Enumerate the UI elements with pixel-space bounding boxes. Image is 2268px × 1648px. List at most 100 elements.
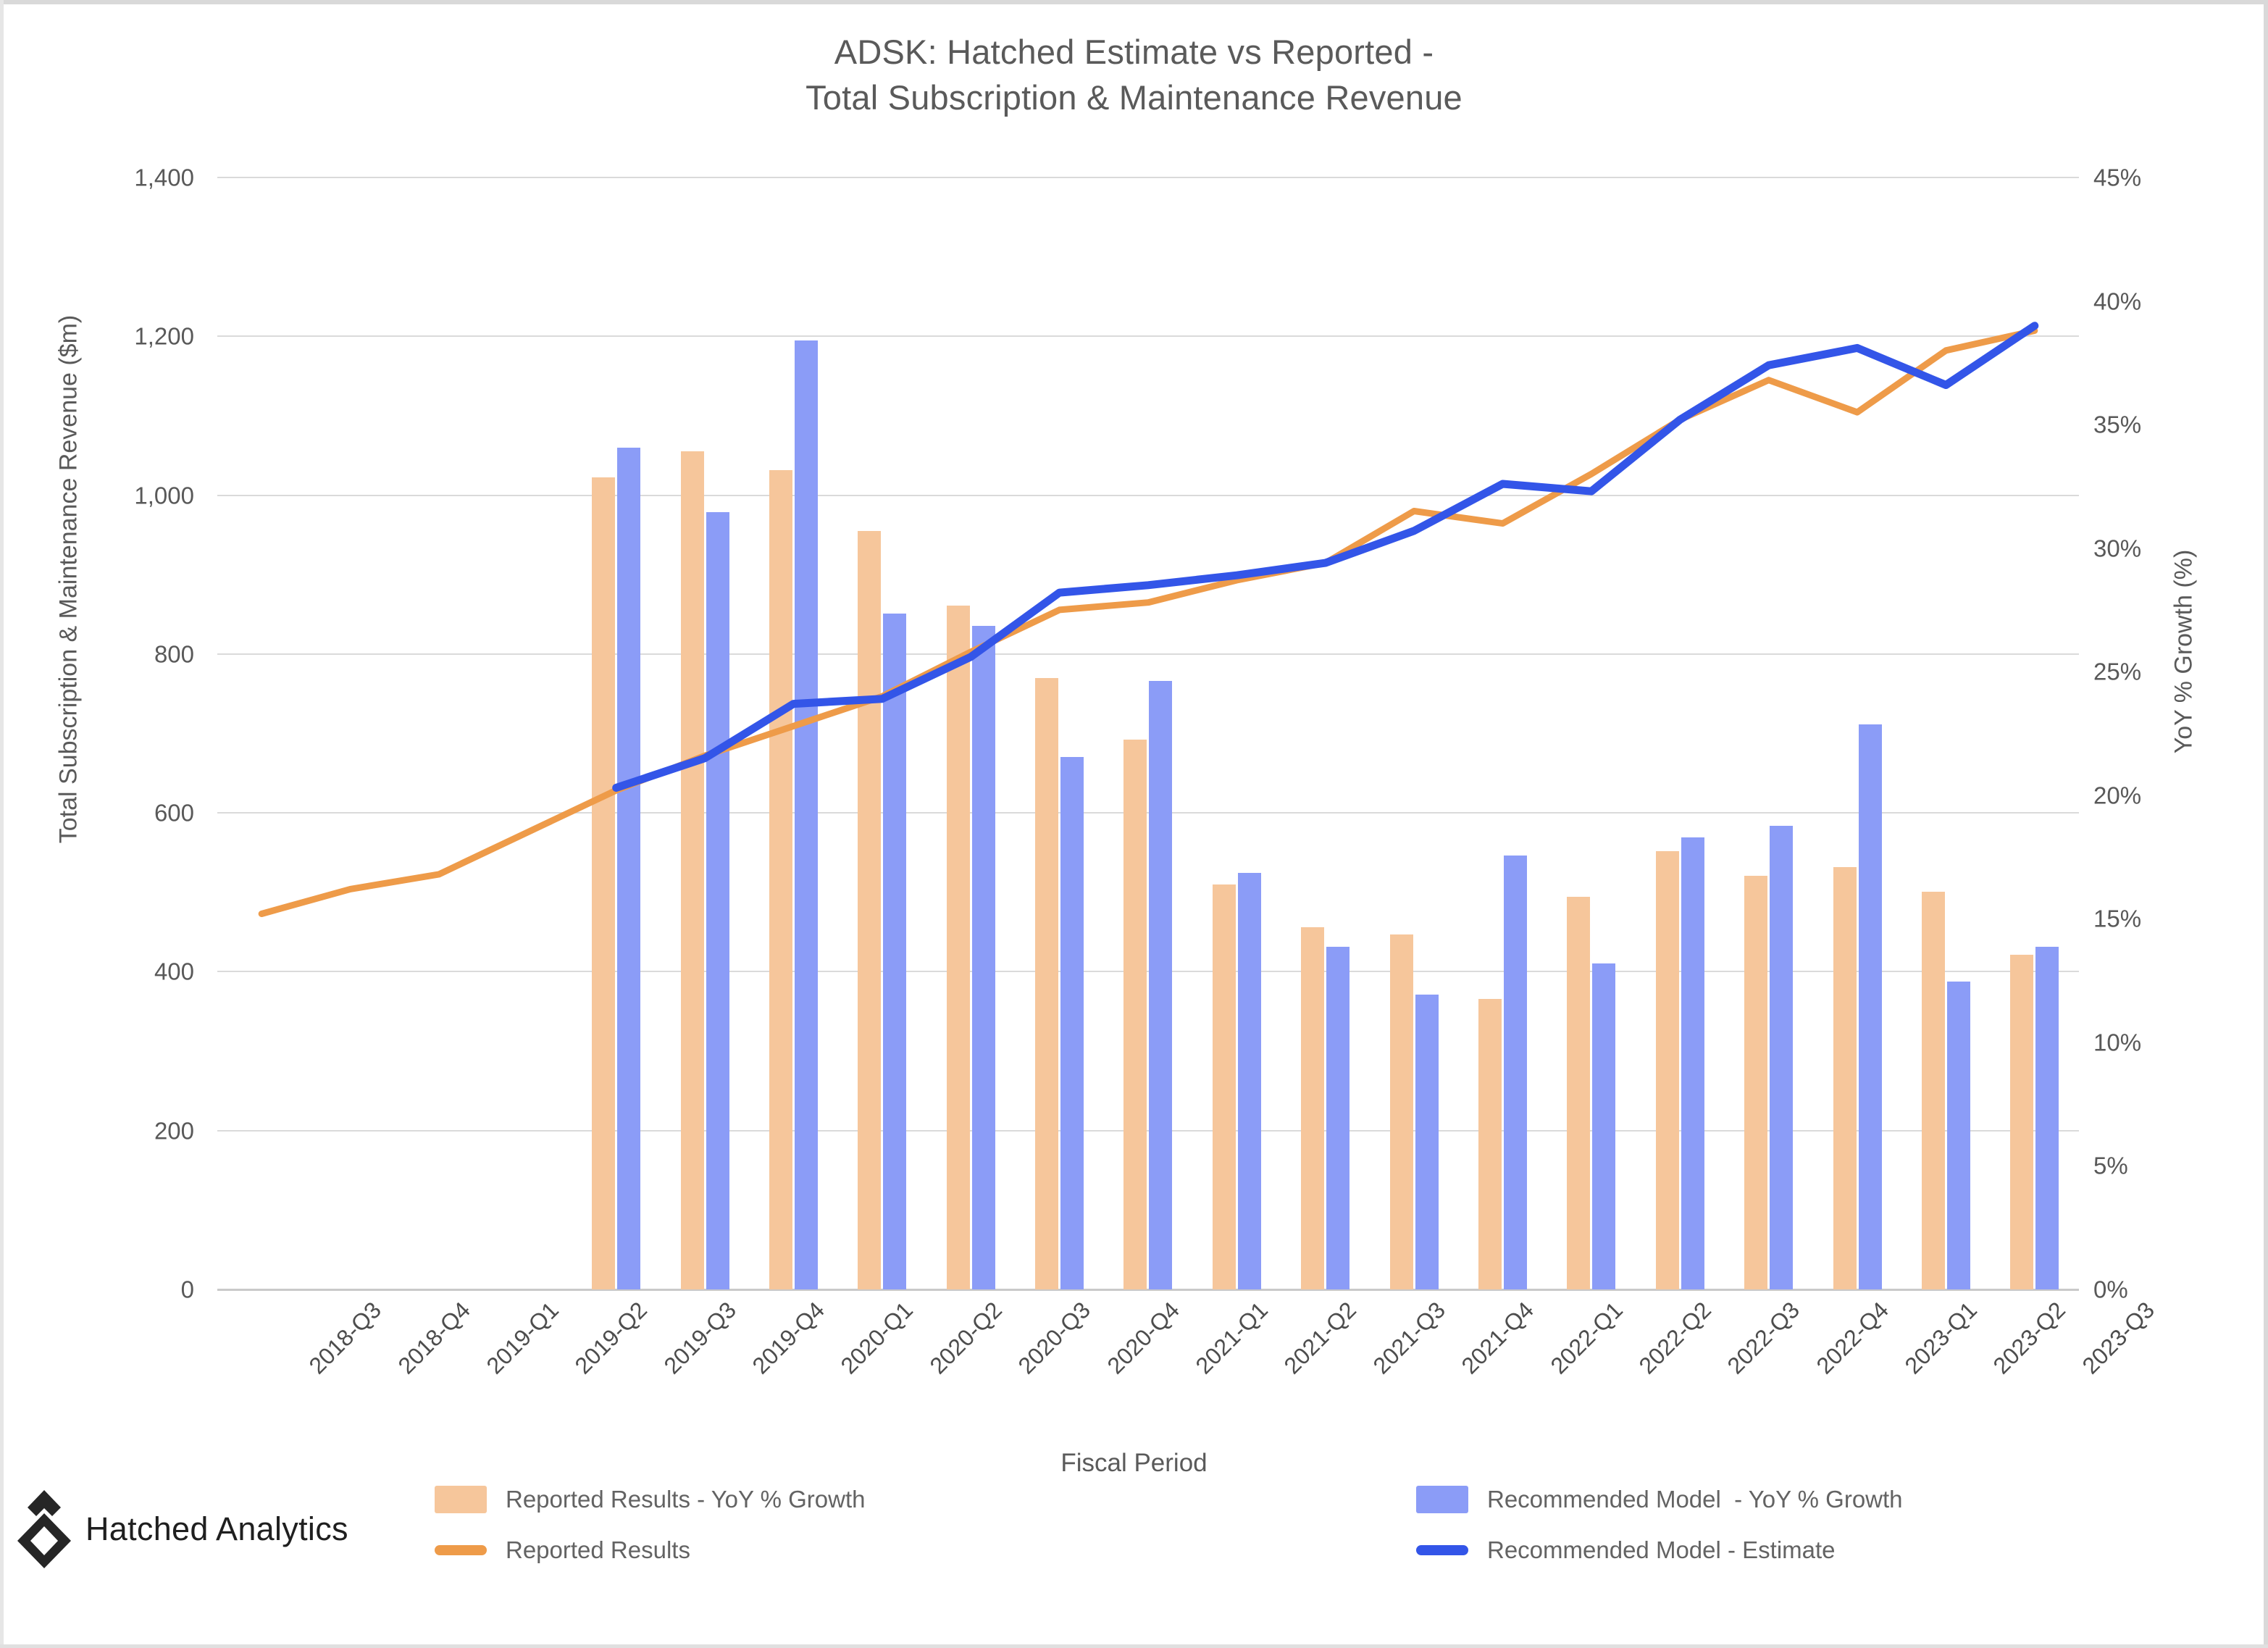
gridline	[217, 971, 2079, 973]
y-axis-right-tick-label: 5%	[2093, 1152, 2128, 1179]
x-axis-tick-label: 2018-Q4	[393, 1297, 475, 1379]
bar-group	[926, 177, 1015, 1289]
bar-recommended-model[interactable]	[617, 447, 641, 1289]
x-axis-title: Fiscal Period	[1060, 1449, 1208, 1477]
bar-reported-results[interactable]	[1389, 934, 1413, 1289]
bar-reported-results[interactable]	[1921, 891, 1945, 1289]
bar-reported-results[interactable]	[946, 605, 970, 1289]
x-axis-ticks: 2018-Q3 2018-Q4 2019-Q1 2019-Q2 2019-Q3 2019-…	[217, 1297, 2159, 1442]
bar-reported-results[interactable]	[1833, 866, 1857, 1289]
y-axis-left-tick-label: 600	[154, 799, 194, 827]
bar-reported-results[interactable]	[769, 469, 792, 1289]
bar-recommended-model[interactable]	[794, 340, 818, 1289]
x-axis-tick-label: 2020-Q4	[1102, 1297, 1184, 1379]
bar-recommended-model[interactable]	[971, 626, 995, 1289]
bar-reported-results[interactable]	[1744, 875, 1768, 1289]
x-axis-tick-label: 2020-Q3	[1013, 1297, 1096, 1379]
gridline	[217, 653, 2079, 655]
gridline	[217, 1289, 2079, 1291]
legend-item-model-bars[interactable]: Recommended Model - YoY % Growth	[1416, 1478, 1903, 1521]
bar-reported-results[interactable]	[2010, 955, 2034, 1289]
legend-column-right: Recommended Model - YoY % Growth Recomme…	[1416, 1478, 1903, 1579]
x-axis-tick-label: 2020-Q1	[835, 1297, 919, 1379]
chart-legend: Reported Results - YoY % Growth Reported…	[0, 1478, 2268, 1615]
legend-swatch-model-bars	[1416, 1486, 1468, 1513]
bar-recommended-model[interactable]	[1504, 856, 1528, 1289]
hatched-diamond-logo-icon	[17, 1490, 71, 1568]
x-axis-tick-label: 2021-Q1	[1190, 1297, 1273, 1379]
bar-reported-results[interactable]	[1301, 927, 1325, 1289]
legend-label-model-bars: Recommended Model - YoY % Growth	[1487, 1486, 1903, 1513]
bar-group	[661, 177, 749, 1289]
bar-recommended-model[interactable]	[1237, 873, 1261, 1289]
y-axis-right-tick-label: 20%	[2093, 782, 2142, 809]
x-axis-tick-label: 2021-Q2	[1279, 1297, 1362, 1379]
x-axis-tick-label: 2022-Q1	[1544, 1297, 1628, 1379]
line-reported-results	[258, 327, 2038, 917]
bar-recommended-model[interactable]	[883, 613, 907, 1289]
bar-reported-results[interactable]	[592, 477, 616, 1289]
bar-recommended-model[interactable]	[1149, 681, 1173, 1289]
legend-label-reported-line: Reported Results	[506, 1536, 690, 1563]
y-axis-left-ticks: 0 200 400 600 800 1,000 1,200 1,400	[0, 166, 210, 1302]
y-axis-left-tick-label: 1,000	[134, 482, 194, 509]
bar-group	[1813, 177, 1901, 1289]
x-axis-tick-label: 2019-Q1	[481, 1297, 564, 1379]
bar-recommended-model[interactable]	[1770, 825, 1794, 1289]
bar-recommended-model[interactable]	[1858, 724, 1882, 1289]
y-axis-right-ticks: 0% 5% 10% 15% 20% 25% 30% 35% 40% 45%	[2093, 166, 2267, 1302]
bar-recommended-model[interactable]	[2035, 947, 2059, 1289]
legend-swatch-model-line	[1416, 1545, 1468, 1555]
y-axis-right-tick-label: 15%	[2093, 905, 2142, 932]
bar-group	[749, 177, 837, 1289]
bar-recommended-model[interactable]	[1326, 947, 1350, 1289]
gridline	[217, 177, 2079, 178]
chart-title-line-2: Total Subscription & Maintenance Revenue	[805, 78, 1463, 117]
bar-recommended-model[interactable]	[1060, 757, 1084, 1289]
bar-recommended-model[interactable]	[1681, 837, 1704, 1289]
legend-item-reported-bars[interactable]: Reported Results - YoY % Growth	[435, 1478, 865, 1521]
x-axis-tick-label: 2019-Q3	[658, 1297, 741, 1379]
bar-reported-results[interactable]	[1035, 677, 1059, 1289]
y-axis-left-tick-label: 0	[180, 1276, 194, 1303]
bar-reported-results[interactable]	[1123, 740, 1147, 1289]
bar-group	[1547, 177, 1636, 1289]
bar-group	[1104, 177, 1192, 1289]
bar-recommended-model[interactable]	[1946, 981, 1970, 1289]
bar-reported-results[interactable]	[1655, 850, 1679, 1289]
x-axis-tick-label: 2023-Q2	[1988, 1297, 2071, 1379]
window-frame-right	[2264, 0, 2268, 1648]
bar-group	[1015, 177, 1103, 1289]
y-axis-right-tick-label: 40%	[2093, 288, 2142, 315]
y-axis-left-tick-label: 800	[154, 640, 194, 668]
x-axis-tick-label: 2020-Q2	[924, 1297, 1007, 1379]
bar-reported-results[interactable]	[858, 530, 882, 1289]
bar-reported-results[interactable]	[1478, 998, 1502, 1289]
y-axis-right-tick-label: 25%	[2093, 658, 2142, 685]
y-axis-right-tick-label: 30%	[2093, 535, 2142, 562]
bar-reported-results[interactable]	[1567, 897, 1591, 1289]
legend-item-reported-line[interactable]: Reported Results	[435, 1528, 865, 1572]
bar-group	[1901, 177, 1990, 1289]
gridline	[217, 494, 2079, 496]
legend-item-model-line[interactable]: Recommended Model - Estimate	[1416, 1528, 1903, 1572]
bar-reported-results[interactable]	[1212, 884, 1236, 1289]
bar-group	[572, 177, 661, 1289]
line-series-layer	[258, 322, 2039, 917]
bar-group	[1724, 177, 1812, 1289]
bar-group	[1370, 177, 1458, 1289]
x-axis-tick-label: 2021-Q4	[1456, 1297, 1539, 1379]
bar-recommended-model[interactable]	[706, 511, 729, 1289]
legend-swatch-reported-bars	[435, 1486, 487, 1513]
y-axis-right-tick-label: 45%	[2093, 164, 2142, 191]
y-axis-left-tick-label: 200	[154, 1117, 194, 1145]
bar-reported-results[interactable]	[680, 451, 704, 1289]
brand-name: Hatched Analytics	[85, 1510, 348, 1547]
bar-group	[1458, 177, 1547, 1289]
window-frame-bottom	[0, 1644, 2268, 1648]
x-axis-tick-label: 2019-Q4	[747, 1297, 830, 1379]
x-axis-tick-label: 2019-Q2	[569, 1297, 653, 1379]
bar-recommended-model[interactable]	[1592, 963, 1616, 1289]
bar-recommended-model[interactable]	[1415, 995, 1439, 1289]
legend-swatch-reported-line	[435, 1545, 487, 1555]
